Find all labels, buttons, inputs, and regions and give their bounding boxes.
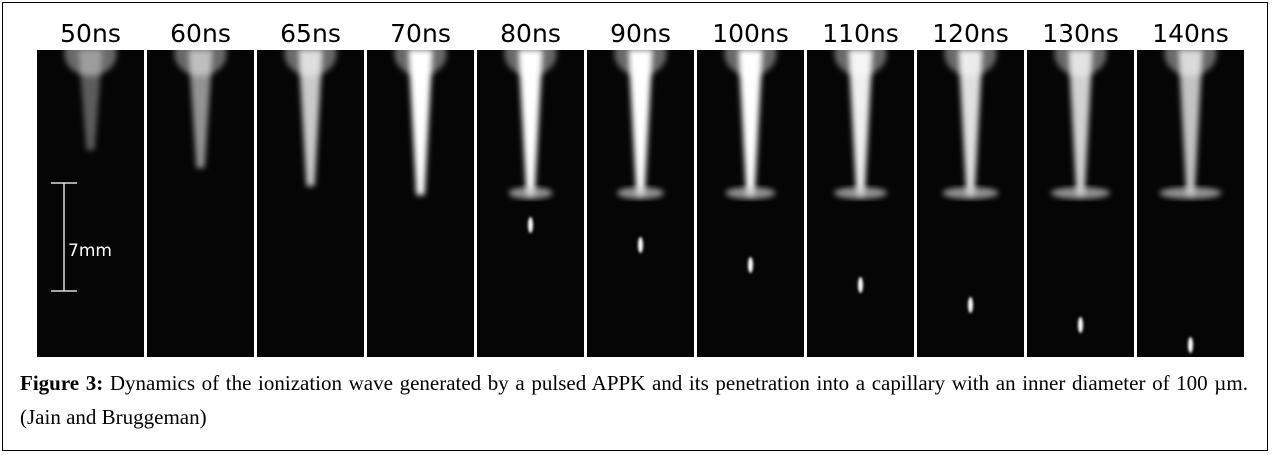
frame-time-label: 65ns (280, 19, 341, 48)
caption-text: Dynamics of the ionization wave generate… (20, 371, 1248, 429)
plasma-plume (298, 50, 323, 186)
jet-tip (968, 297, 973, 313)
frame-image (147, 50, 254, 357)
capillary-ring (834, 187, 887, 199)
capillary-ring (617, 187, 664, 199)
capillary-ring (1051, 187, 1110, 199)
plasma-plume (188, 50, 213, 168)
frame-image (257, 50, 364, 357)
frame-image (1027, 50, 1134, 357)
frame-image (917, 50, 1024, 357)
frame-time-label: 70ns (390, 19, 451, 48)
jet-tip (528, 217, 533, 233)
plasma-plume (628, 50, 653, 195)
frame-image (477, 50, 584, 357)
capillary-ring (942, 187, 999, 199)
plasma-plume (738, 50, 763, 195)
frame-image (697, 50, 804, 357)
scale-bar (51, 182, 77, 292)
capillary-ring (508, 187, 553, 199)
frame-time-label: 110ns (822, 19, 899, 48)
frame-image (1137, 50, 1244, 357)
frame-image (807, 50, 914, 357)
plasma-plume (408, 50, 433, 195)
frame-time-label: 130ns (1042, 19, 1119, 48)
frame-time-label: 50ns (60, 19, 121, 48)
plasma-plume (518, 50, 543, 195)
frame-time-label: 140ns (1152, 19, 1229, 48)
plasma-plume (1068, 50, 1093, 195)
jet-tip (748, 257, 753, 273)
plasma-plume (1178, 50, 1203, 195)
frame-image (37, 50, 144, 357)
plasma-plume (848, 50, 873, 195)
figure-caption: Figure 3: Dynamics of the ionization wav… (20, 366, 1248, 434)
jet-tip (858, 277, 863, 293)
frame-image (367, 50, 474, 357)
frame-image (587, 50, 694, 357)
frame-time-label: 90ns (610, 19, 671, 48)
scale-bar-label: 7mm (68, 241, 112, 261)
frame-time-label: 80ns (500, 19, 561, 48)
frame-time-label: 120ns (932, 19, 1009, 48)
frame-time-label: 60ns (170, 19, 231, 48)
jet-tip (638, 237, 643, 253)
caption-label: Figure 3: (20, 371, 104, 395)
jet-tip (1078, 317, 1083, 333)
plasma-plume (78, 50, 103, 150)
jet-tip (1188, 337, 1193, 353)
capillary-ring (1159, 187, 1222, 199)
plasma-plume (958, 50, 983, 195)
frame-time-label: 100ns (712, 19, 789, 48)
capillary-ring (725, 187, 776, 199)
